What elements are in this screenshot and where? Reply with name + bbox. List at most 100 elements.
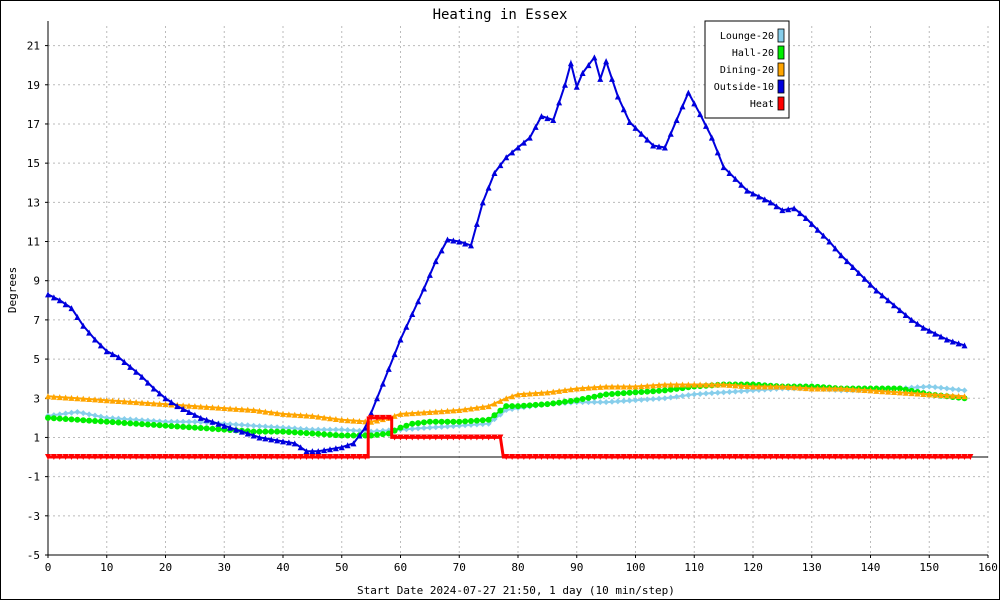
data-point xyxy=(708,134,715,141)
data-point xyxy=(374,395,380,402)
data-point xyxy=(679,454,686,461)
data-point xyxy=(714,381,721,388)
data-point xyxy=(168,454,175,461)
data-point xyxy=(556,387,563,394)
data-point xyxy=(397,336,404,343)
data-point xyxy=(139,421,145,428)
data-point xyxy=(849,263,856,270)
data-point xyxy=(520,402,527,409)
data-point xyxy=(438,247,445,254)
data-point xyxy=(515,391,521,398)
data-point xyxy=(638,388,645,395)
data-point xyxy=(332,445,339,452)
data-point xyxy=(315,448,322,455)
data-point xyxy=(932,391,939,398)
data-point xyxy=(779,207,786,214)
data-point xyxy=(291,411,298,418)
data-point xyxy=(473,434,480,441)
data-point xyxy=(961,393,968,400)
data-point xyxy=(168,399,175,406)
data-point xyxy=(902,311,909,318)
data-point xyxy=(321,447,328,454)
data-point xyxy=(867,281,874,288)
data-point xyxy=(943,336,950,343)
data-point xyxy=(667,394,674,401)
data-point xyxy=(844,454,850,461)
data-point xyxy=(150,421,157,428)
data-point xyxy=(56,411,63,418)
data-point xyxy=(444,434,451,441)
data-point xyxy=(409,420,416,427)
series-line xyxy=(47,383,965,423)
data-point xyxy=(808,454,815,461)
data-point xyxy=(421,434,427,441)
data-point xyxy=(462,434,469,441)
data-point xyxy=(321,426,328,433)
data-point xyxy=(614,93,621,100)
data-point xyxy=(955,340,962,347)
data-point xyxy=(238,406,245,413)
data-point xyxy=(473,220,480,227)
data-point xyxy=(955,454,962,461)
data-point xyxy=(227,454,234,461)
data-point xyxy=(403,410,410,417)
data-point xyxy=(562,454,568,461)
data-point xyxy=(62,301,69,308)
data-point xyxy=(620,454,627,461)
y-tick-label: -5 xyxy=(27,549,40,562)
data-point xyxy=(573,397,580,404)
data-point xyxy=(456,434,463,441)
data-point xyxy=(274,437,281,444)
data-point xyxy=(849,386,856,393)
data-point xyxy=(926,383,933,390)
y-tick-label: 9 xyxy=(33,275,40,288)
data-point xyxy=(744,387,751,394)
data-point xyxy=(203,425,210,432)
data-point xyxy=(86,417,93,424)
data-point xyxy=(262,423,269,430)
data-point xyxy=(97,342,104,349)
data-point xyxy=(139,373,145,380)
data-point xyxy=(626,119,633,126)
data-point xyxy=(591,399,598,406)
data-point xyxy=(285,454,292,461)
data-point xyxy=(873,387,880,394)
data-point xyxy=(80,454,87,461)
data-point xyxy=(186,424,192,431)
data-point xyxy=(703,122,709,129)
data-point xyxy=(620,390,627,397)
legend-box xyxy=(704,20,790,119)
data-point xyxy=(244,454,251,461)
data-point xyxy=(303,454,310,461)
data-point xyxy=(832,245,839,252)
data-point xyxy=(426,408,433,415)
data-point xyxy=(332,426,339,433)
data-point xyxy=(244,422,251,429)
data-point xyxy=(738,181,745,188)
data-point xyxy=(291,429,298,436)
data-point xyxy=(456,418,463,425)
data-point xyxy=(127,363,134,370)
data-point xyxy=(397,410,404,417)
data-point xyxy=(426,434,433,441)
data-point xyxy=(174,454,181,461)
data-point xyxy=(297,454,304,461)
x-tick-label: 130 xyxy=(802,561,822,574)
data-point xyxy=(262,408,269,415)
data-point xyxy=(744,454,751,461)
legend-label: Heat xyxy=(750,99,774,110)
data-point xyxy=(949,454,956,461)
y-tick-label: 5 xyxy=(33,353,40,366)
data-point xyxy=(791,454,798,461)
data-point xyxy=(520,139,527,146)
data-point xyxy=(473,404,480,411)
x-tick-label: 0 xyxy=(45,561,52,574)
data-point xyxy=(938,384,944,391)
data-point xyxy=(415,434,422,441)
data-point xyxy=(485,434,492,441)
data-point xyxy=(567,386,574,393)
data-point xyxy=(497,407,504,414)
data-point xyxy=(303,412,310,419)
data-point xyxy=(932,330,939,337)
